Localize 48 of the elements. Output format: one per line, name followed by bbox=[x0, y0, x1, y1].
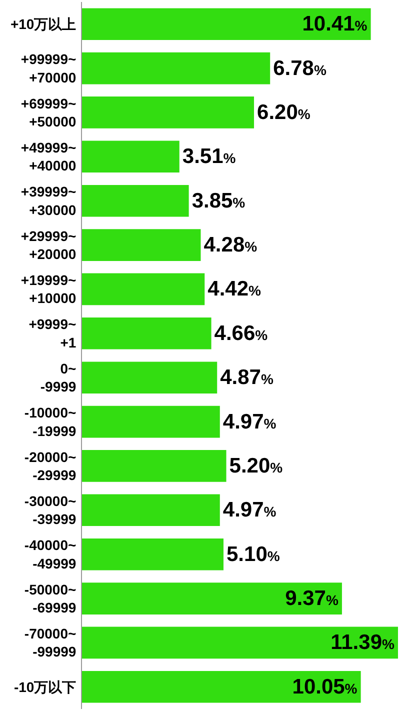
y-tick-label: -30000~ -39999 bbox=[24, 492, 76, 528]
data-label: 4.97% bbox=[222, 410, 277, 434]
bar bbox=[82, 450, 226, 482]
y-tick-label: -70000~ -99999 bbox=[24, 626, 76, 660]
data-label: 9.37% bbox=[285, 587, 339, 610]
data-label: 5.10% bbox=[226, 542, 280, 566]
y-tick-label: +9999~ +1 bbox=[28, 316, 76, 350]
data-label: 4.87% bbox=[220, 366, 274, 390]
data-label: 10.41% bbox=[302, 12, 368, 36]
y-tick-label: 0~ -9999 bbox=[40, 360, 76, 395]
bar bbox=[82, 318, 212, 350]
bar bbox=[82, 52, 270, 84]
bar bbox=[82, 273, 205, 306]
bar bbox=[82, 671, 361, 703]
y-tick-label: -40000~ -49999 bbox=[24, 537, 76, 572]
bar bbox=[82, 96, 254, 128]
y-tick-label: +99999~ +70000 bbox=[20, 51, 76, 86]
bar bbox=[82, 140, 180, 173]
data-label: 4.97% bbox=[222, 498, 277, 522]
y-tick-label: +39999~ +30000 bbox=[20, 184, 76, 218]
y-tick-label: +29999~ +20000 bbox=[20, 228, 76, 262]
y-tick-label: -50000~ -69999 bbox=[24, 581, 76, 616]
data-label: 4.66% bbox=[214, 322, 268, 345]
data-label: 4.28% bbox=[204, 234, 258, 257]
data-label: 4.42% bbox=[208, 278, 262, 301]
y-tick-label: +19999~ +10000 bbox=[20, 272, 76, 306]
bar bbox=[82, 184, 189, 217]
data-label: 6.20% bbox=[257, 100, 311, 124]
bar bbox=[82, 538, 224, 570]
y-tick-label: -10000~ -19999 bbox=[24, 404, 76, 439]
bar bbox=[82, 229, 201, 261]
bar bbox=[82, 626, 398, 659]
data-label: 3.85% bbox=[192, 189, 246, 212]
bar bbox=[82, 406, 220, 438]
y-tick-label: -10万以下 bbox=[14, 678, 76, 695]
y-tick-label: +10万以上 bbox=[10, 16, 76, 32]
y-tick-label: +69999~ +50000 bbox=[20, 95, 76, 130]
y-tick-label: +49999~ +40000 bbox=[20, 139, 76, 174]
bar bbox=[82, 8, 371, 40]
data-label: 10.05% bbox=[292, 675, 358, 698]
data-label: 11.39% bbox=[330, 631, 395, 654]
data-label: 5.20% bbox=[229, 454, 284, 478]
bar bbox=[82, 582, 342, 614]
y-tick-label: -20000~ -29999 bbox=[24, 448, 76, 483]
data-label: 3.51% bbox=[182, 145, 236, 168]
data-label: 6.78% bbox=[273, 56, 327, 80]
bar bbox=[82, 362, 218, 394]
bar bbox=[82, 494, 220, 526]
